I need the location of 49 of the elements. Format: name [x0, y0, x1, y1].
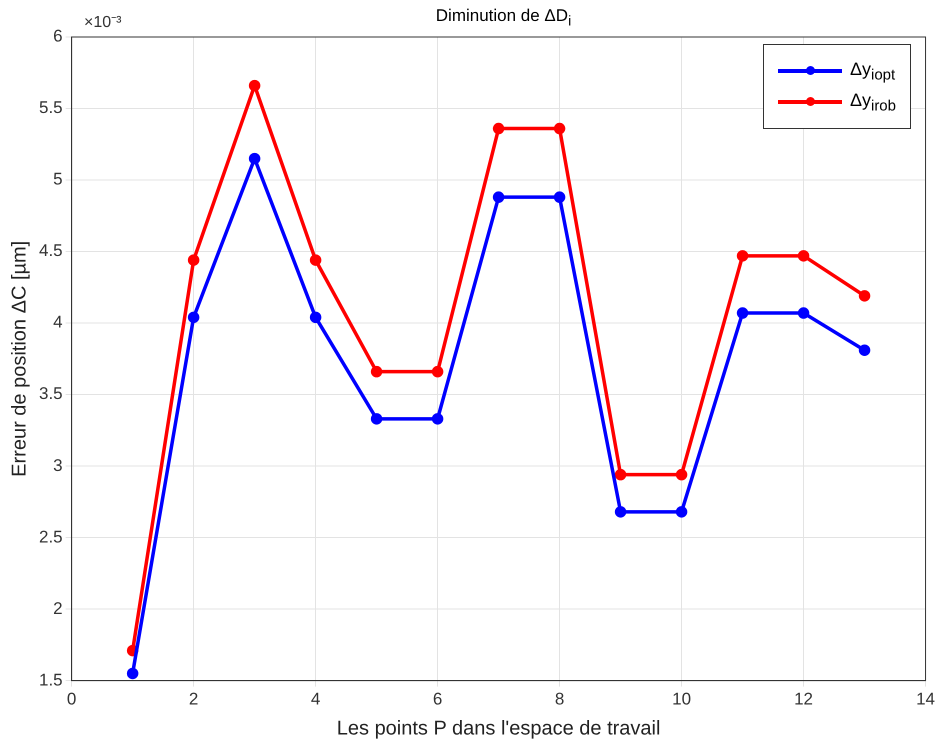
- legend-label: Δy$_{irob}$: [850, 90, 896, 114]
- x-tick-label: 6: [432, 689, 442, 708]
- point: [188, 312, 200, 324]
- y-tick-label: 6: [53, 26, 63, 46]
- y-tick-label: 2: [53, 598, 63, 618]
- y-tick-label: 4.5: [38, 241, 63, 260]
- point: [310, 254, 322, 266]
- point: [614, 506, 626, 518]
- point: [676, 506, 688, 518]
- point: [432, 413, 444, 425]
- point: [188, 254, 200, 266]
- point: [492, 122, 504, 134]
- x-tick-label: 2: [188, 689, 198, 708]
- x-axis-title: Les points P dans l'espace de travail: [336, 718, 660, 740]
- x-tick-label: 0: [66, 689, 76, 708]
- point: [126, 668, 138, 680]
- y-tick-label: 5: [53, 170, 63, 189]
- x-tick-label: 14: [916, 689, 936, 708]
- point: [736, 250, 748, 262]
- point: [676, 468, 688, 480]
- point: [736, 307, 748, 319]
- x-tick-label: 10: [672, 689, 692, 708]
- y-tick-label: 2.5: [38, 527, 63, 546]
- text: ×10⁻³: [84, 13, 122, 32]
- point: [858, 344, 870, 356]
- x-tick-label: 8: [554, 689, 564, 708]
- point: [554, 191, 566, 203]
- y-tick-label: 1.5: [38, 670, 63, 690]
- point: [370, 366, 382, 378]
- point: [858, 290, 870, 302]
- point: [370, 413, 382, 425]
- y-tick-label: 5.5: [38, 98, 63, 118]
- y-tick-label: 3.5: [38, 384, 63, 404]
- point: [798, 307, 810, 319]
- point: [248, 80, 260, 92]
- y-tick-label: 3: [53, 456, 63, 475]
- y-tick-label: 4: [53, 312, 63, 332]
- chart-title: Diminution de ΔD$_{i}$: [436, 6, 572, 30]
- point: [492, 191, 504, 203]
- legend-label: Δy$_{iopt}$: [850, 59, 896, 84]
- x-tick-label: 4: [310, 689, 320, 708]
- x-tick-label: 12: [794, 689, 814, 708]
- point: [554, 122, 566, 134]
- point: [432, 366, 444, 378]
- point: [798, 250, 810, 262]
- point: [614, 468, 626, 480]
- point: [310, 312, 322, 324]
- point: [248, 152, 260, 164]
- y-axis-title: Erreur de position ΔC [µm]: [8, 240, 31, 477]
